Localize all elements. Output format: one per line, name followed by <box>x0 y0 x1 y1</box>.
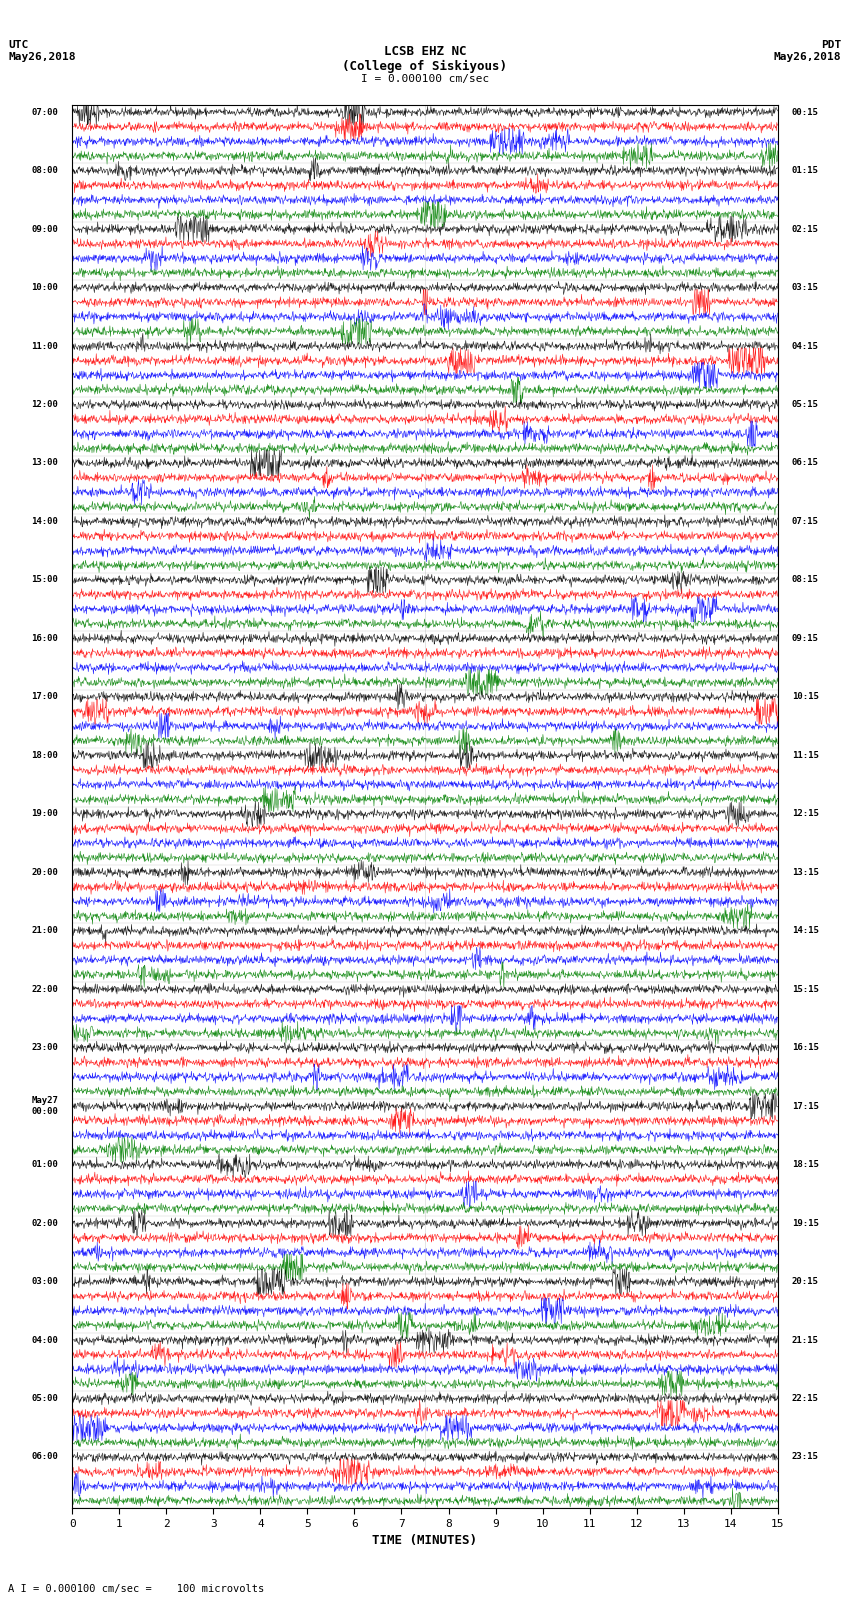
Text: 08:15: 08:15 <box>792 576 819 584</box>
Text: 21:00: 21:00 <box>31 926 58 936</box>
Text: 12:00: 12:00 <box>31 400 58 410</box>
Text: 09:15: 09:15 <box>792 634 819 644</box>
Text: 03:15: 03:15 <box>792 282 819 292</box>
Text: (College of Siskiyous): (College of Siskiyous) <box>343 60 507 73</box>
Text: 17:15: 17:15 <box>792 1102 819 1111</box>
Text: 14:00: 14:00 <box>31 516 58 526</box>
X-axis label: TIME (MINUTES): TIME (MINUTES) <box>372 1534 478 1547</box>
Text: 22:00: 22:00 <box>31 984 58 994</box>
Text: 06:15: 06:15 <box>792 458 819 468</box>
Text: 21:15: 21:15 <box>792 1336 819 1345</box>
Text: 04:00: 04:00 <box>31 1336 58 1345</box>
Text: 19:00: 19:00 <box>31 810 58 818</box>
Text: 08:00: 08:00 <box>31 166 58 176</box>
Text: 10:00: 10:00 <box>31 282 58 292</box>
Text: 02:00: 02:00 <box>31 1218 58 1227</box>
Text: 06:00: 06:00 <box>31 1452 58 1461</box>
Text: 00:15: 00:15 <box>792 108 819 116</box>
Text: 01:00: 01:00 <box>31 1160 58 1169</box>
Text: 20:00: 20:00 <box>31 868 58 877</box>
Text: 19:15: 19:15 <box>792 1218 819 1227</box>
Text: 15:00: 15:00 <box>31 576 58 584</box>
Text: 09:00: 09:00 <box>31 224 58 234</box>
Text: 05:15: 05:15 <box>792 400 819 410</box>
Text: A I = 0.000100 cm/sec =    100 microvolts: A I = 0.000100 cm/sec = 100 microvolts <box>8 1584 264 1594</box>
Text: 04:15: 04:15 <box>792 342 819 350</box>
Text: 07:15: 07:15 <box>792 516 819 526</box>
Text: PDT
May26,2018: PDT May26,2018 <box>774 40 842 61</box>
Text: 13:00: 13:00 <box>31 458 58 468</box>
Text: 16:00: 16:00 <box>31 634 58 644</box>
Text: 17:00: 17:00 <box>31 692 58 702</box>
Text: 16:15: 16:15 <box>792 1044 819 1052</box>
Text: 03:00: 03:00 <box>31 1277 58 1286</box>
Text: LCSB EHZ NC: LCSB EHZ NC <box>383 45 467 58</box>
Text: 14:15: 14:15 <box>792 926 819 936</box>
Text: 10:15: 10:15 <box>792 692 819 702</box>
Text: UTC
May26,2018: UTC May26,2018 <box>8 40 76 61</box>
Text: 07:00: 07:00 <box>31 108 58 116</box>
Text: 11:15: 11:15 <box>792 750 819 760</box>
Text: 13:15: 13:15 <box>792 868 819 877</box>
Text: 20:15: 20:15 <box>792 1277 819 1286</box>
Text: 05:00: 05:00 <box>31 1394 58 1403</box>
Text: 22:15: 22:15 <box>792 1394 819 1403</box>
Text: May27
00:00: May27 00:00 <box>31 1097 58 1116</box>
Text: 18:00: 18:00 <box>31 750 58 760</box>
Text: 23:00: 23:00 <box>31 1044 58 1052</box>
Text: 01:15: 01:15 <box>792 166 819 176</box>
Text: I = 0.000100 cm/sec: I = 0.000100 cm/sec <box>361 74 489 84</box>
Text: 15:15: 15:15 <box>792 984 819 994</box>
Text: 02:15: 02:15 <box>792 224 819 234</box>
Text: 18:15: 18:15 <box>792 1160 819 1169</box>
Text: 12:15: 12:15 <box>792 810 819 818</box>
Text: 11:00: 11:00 <box>31 342 58 350</box>
Text: 23:15: 23:15 <box>792 1452 819 1461</box>
